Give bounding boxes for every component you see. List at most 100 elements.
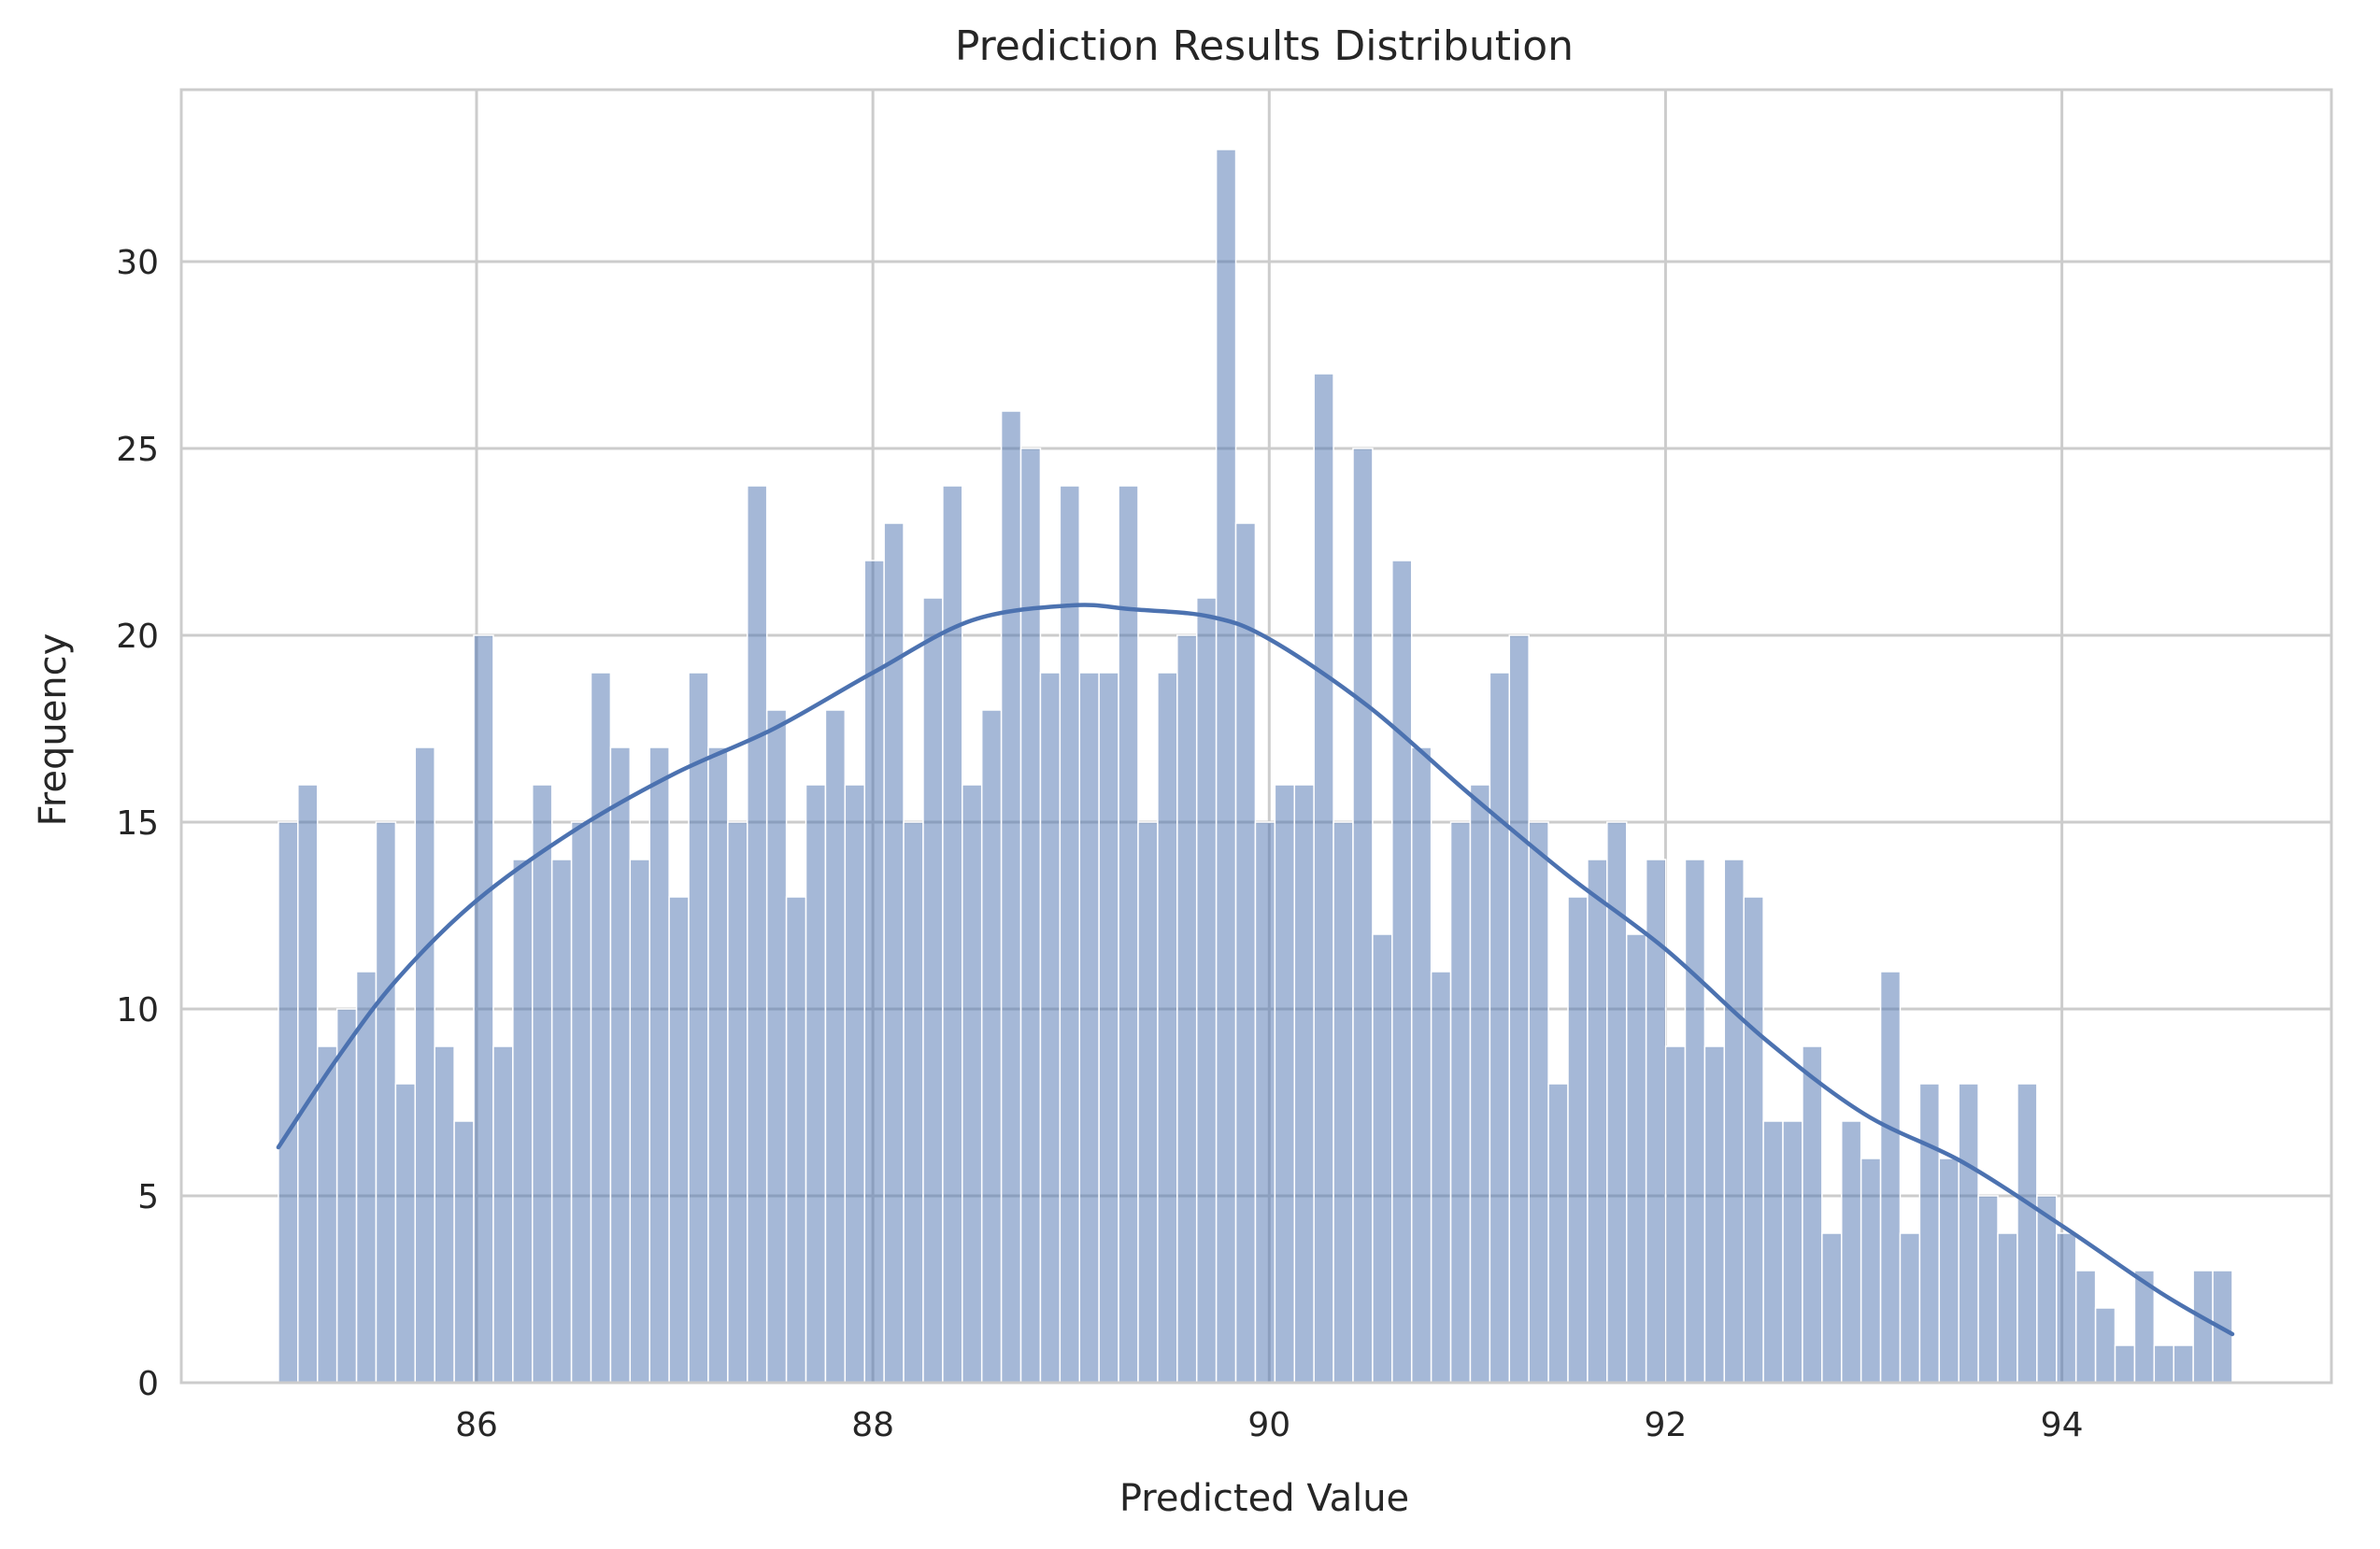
histogram-bar: [1664, 1045, 1687, 1384]
histogram-bar: [727, 821, 748, 1384]
histogram-bar: [414, 746, 435, 1384]
histogram-bar: [335, 1008, 358, 1384]
y-tick-label: 5: [137, 1178, 159, 1216]
histogram-bar: [747, 485, 768, 1384]
x-tick-label: 92: [1645, 1406, 1688, 1444]
histogram-bar: [512, 859, 534, 1384]
histogram-bar: [1841, 1120, 1862, 1384]
y-tick-label: 15: [116, 804, 159, 843]
histogram-bar: [1313, 373, 1334, 1384]
histogram-bar: [1997, 1232, 2018, 1384]
x-tick-label: 94: [2041, 1406, 2084, 1444]
histogram-bar: [2173, 1344, 2194, 1384]
histogram-bar: [278, 821, 299, 1384]
histogram-bar: [903, 821, 924, 1384]
histogram-bar: [922, 597, 944, 1384]
y-tick-label: 20: [116, 618, 159, 656]
histogram-bar: [2074, 1270, 2097, 1384]
histogram-bar: [1274, 784, 1296, 1384]
histogram-bar: [532, 784, 553, 1384]
histogram-bar: [844, 784, 865, 1384]
histogram-bar: [453, 1120, 475, 1384]
plot-frame: [179, 88, 2333, 1385]
histogram-bar: [1469, 784, 1491, 1384]
histogram-bar: [1977, 1195, 1999, 1384]
histogram-bar: [1938, 1158, 1960, 1384]
histogram-bar: [1118, 485, 1139, 1384]
histogram-bar: [1899, 1232, 1921, 1384]
histogram-bar: [1078, 672, 1100, 1384]
histogram-bar: [1528, 821, 1549, 1384]
histogram-bar: [2036, 1195, 2058, 1384]
x-axis-label: Predicted Value: [1119, 1477, 1409, 1520]
histogram-bar: [1802, 1045, 1823, 1384]
y-tick-labels: 0 5 10 15 20 25 30: [116, 244, 159, 1403]
histogram-bar: [1195, 597, 1218, 1384]
y-axis-label: Frequency: [32, 633, 75, 827]
histogram-bar: [629, 859, 650, 1384]
histogram-bar: [355, 971, 378, 1384]
histogram-bar: [1352, 448, 1374, 1384]
histogram-bar: [980, 709, 1003, 1384]
histogram-bar: [824, 709, 847, 1384]
histogram-bar: [1039, 672, 1062, 1384]
histogram-bar: [1333, 821, 1354, 1384]
histogram-bar: [2192, 1270, 2214, 1384]
histogram-bar: [394, 1083, 417, 1384]
histogram-bar: [1879, 971, 1902, 1384]
histogram-bar: [1019, 448, 1042, 1384]
histogram-bar: [1547, 1083, 1569, 1384]
histogram-bar: [1489, 672, 1511, 1384]
histogram-bar: [1821, 1232, 1843, 1384]
chart-title: Prediction Results Distribution: [955, 22, 1574, 70]
histogram-bar: [1567, 896, 1589, 1384]
histogram-bar: [1157, 672, 1178, 1384]
histogram-bar: [942, 485, 963, 1384]
histogram-bar: [805, 784, 827, 1384]
histogram-bar: [2114, 1344, 2136, 1384]
histogram-bar: [1234, 522, 1257, 1384]
histogram-bar: [1860, 1158, 1882, 1384]
histogram-bar: [434, 1045, 455, 1384]
histogram-bar: [1254, 821, 1276, 1384]
histogram-bar: [2056, 1232, 2077, 1384]
y-tick-label: 10: [116, 991, 159, 1030]
histogram-bar: [1684, 859, 1706, 1384]
histogram-bar: [1703, 1045, 1726, 1384]
x-tick-label: 86: [455, 1406, 498, 1444]
histogram-bar: [1762, 1120, 1784, 1384]
histogram-bar: [590, 672, 612, 1384]
histogram-bar: [550, 859, 573, 1384]
histogram-bar: [1743, 896, 1764, 1384]
histogram-bar: [785, 896, 807, 1384]
histogram-bar: [1625, 933, 1647, 1384]
histogram-bar: [609, 746, 632, 1384]
x-tick-label: 88: [851, 1406, 894, 1444]
histogram-bar: [688, 672, 709, 1384]
histogram-bar: [1410, 746, 1432, 1384]
histogram-bar: [2153, 1344, 2174, 1384]
histogram-bar: [883, 522, 905, 1384]
histogram-bar: [1587, 859, 1608, 1384]
x-tick-labels: 86 88 90 92 94: [455, 1406, 2083, 1444]
histogram-bar: [1430, 971, 1452, 1384]
histogram-bar: [648, 746, 670, 1384]
y-tick-label: 25: [116, 431, 159, 469]
histogram-bar: [570, 821, 592, 1384]
histogram-bar: [1449, 821, 1472, 1384]
histogram-bar: [1782, 1120, 1803, 1384]
histogram-bar: [1059, 485, 1080, 1384]
histogram-bar: [1918, 1083, 1941, 1384]
x-tick-label: 90: [1247, 1406, 1290, 1444]
histogram-bar: [668, 896, 690, 1384]
histogram-bar: [375, 821, 397, 1384]
histogram-bar: [1508, 634, 1530, 1384]
histogram-bar: [1372, 933, 1393, 1384]
histogram-bar: [1000, 410, 1022, 1384]
histogram-bar: [863, 560, 885, 1384]
histogram-bar: [297, 784, 319, 1384]
histogram-bar: [962, 784, 983, 1384]
histogram-bar: [1215, 149, 1237, 1384]
histogram-bar: [1098, 672, 1119, 1384]
